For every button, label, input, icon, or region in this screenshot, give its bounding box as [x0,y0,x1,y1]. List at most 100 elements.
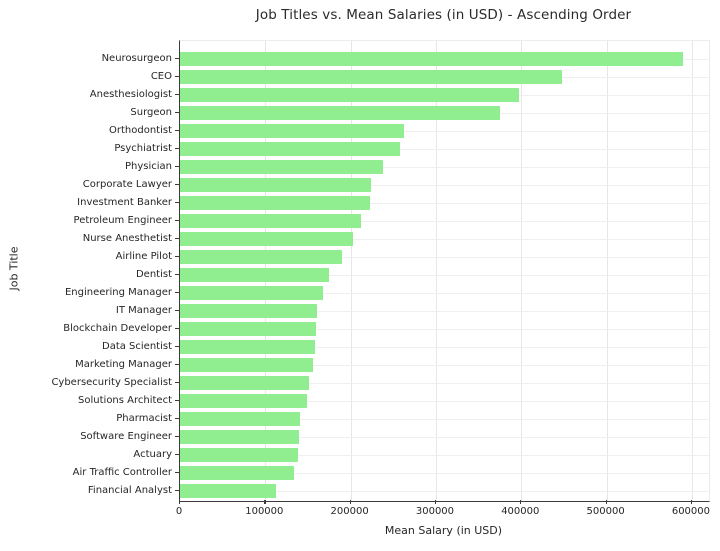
bar [180,304,317,318]
bar [180,412,300,426]
gridline-vertical [606,41,608,501]
gridline-horizontal [180,365,709,366]
y-tick-mark [175,346,179,348]
bar [180,106,500,120]
gridline-horizontal [180,311,709,312]
bar [180,286,324,300]
y-tick-mark [175,238,179,240]
y-tick-mark [175,94,179,96]
y-tick-label: Investment Banker [77,196,172,208]
gridline-horizontal [180,293,709,294]
y-tick-mark [175,274,179,276]
y-tick-mark [175,364,179,366]
y-tick-label: Nurse Anesthetist [82,232,172,244]
y-tick-mark [175,166,179,168]
x-tick-label: 500000 [586,506,625,517]
gridline-horizontal [180,455,709,456]
gridline-horizontal [180,401,709,402]
y-tick-label: Air Traffic Controller [72,466,172,478]
bar [180,142,401,156]
bar [180,466,294,480]
y-tick-label: Marketing Manager [75,358,172,370]
y-tick-label: IT Manager [115,304,172,316]
y-tick-mark [175,256,179,258]
gridline-horizontal [180,275,709,276]
x-tick-label: 300000 [415,506,455,517]
x-axis-title: Mean Salary (in USD) [384,524,503,537]
y-tick-mark [175,490,179,492]
y-tick-mark [175,220,179,222]
x-tick-mark [605,500,607,504]
y-tick-label: Surgeon [130,106,172,118]
gridline-horizontal [180,329,709,330]
gridline-horizontal [180,185,709,186]
bar [180,196,371,210]
bar [180,376,309,390]
bar [180,322,316,336]
y-tick-mark [175,328,179,330]
gridline-vertical [435,41,437,501]
bar [180,124,404,138]
y-tick-mark [175,472,179,474]
bar [180,448,298,462]
bar [180,394,308,408]
y-axis-title: Job Title [7,246,21,291]
gridline-vertical [350,41,352,501]
y-tick-mark [175,130,179,132]
y-tick-mark [175,436,179,438]
bar [180,430,299,444]
axes [179,40,710,502]
y-tick-label: Cybersecurity Specialist [51,376,172,388]
gridline-horizontal [180,239,709,240]
x-tick-mark [690,500,693,504]
y-tick-mark [175,148,179,150]
gridline-horizontal [180,437,709,438]
y-tick-label: Financial Analyst [87,484,172,496]
gridline-horizontal [180,221,709,222]
chart-title: Job Titles vs. Mean Salaries (in USD) - … [255,7,632,23]
y-tick-mark [175,58,179,60]
gridline-horizontal [180,257,709,258]
bar [180,88,519,102]
y-tick-label: Petroleum Engineer [73,214,172,226]
x-tick-mark [520,500,522,504]
x-tick-mark [264,500,266,504]
y-tick-label: Physician [124,160,172,172]
y-tick-mark [175,76,179,78]
x-tick-label: 600000 [671,506,711,517]
y-tick-mark [175,454,179,456]
gridline-horizontal [180,131,709,132]
y-tick-label: Blockchain Developer [63,322,172,334]
y-tick-mark [175,418,179,420]
y-tick-label: Anesthesiologist [89,88,172,100]
y-tick-label: Data Scientist [102,340,172,352]
x-tick-mark [179,500,181,504]
gridline-horizontal [180,383,709,384]
x-tick-label: 0 [175,506,183,517]
y-tick-label: Airline Pilot [115,250,172,262]
gridline-horizontal [180,203,709,204]
x-tick-label: 100000 [245,506,284,517]
y-tick-label: Software Engineer [80,430,172,442]
bar [180,268,330,282]
bar [180,358,314,372]
x-tick-label: 200000 [330,506,369,517]
bar [180,232,354,246]
y-tick-mark [175,400,179,402]
y-tick-mark [175,310,179,312]
x-tick-label: 400000 [501,506,540,517]
x-tick-mark [434,500,437,504]
y-tick-label: Actuary [133,448,172,460]
y-tick-mark [175,382,179,384]
bar [180,160,384,174]
y-tick-label: Psychiatrist [114,142,172,154]
y-tick-label: CEO [150,70,172,82]
y-tick-label: Orthodontist [109,124,172,136]
gridline-horizontal [180,473,709,474]
y-tick-mark [175,202,179,204]
y-tick-label: Pharmacist [116,412,172,424]
x-tick-mark [349,500,351,504]
bar [180,340,315,354]
bar [180,250,343,264]
